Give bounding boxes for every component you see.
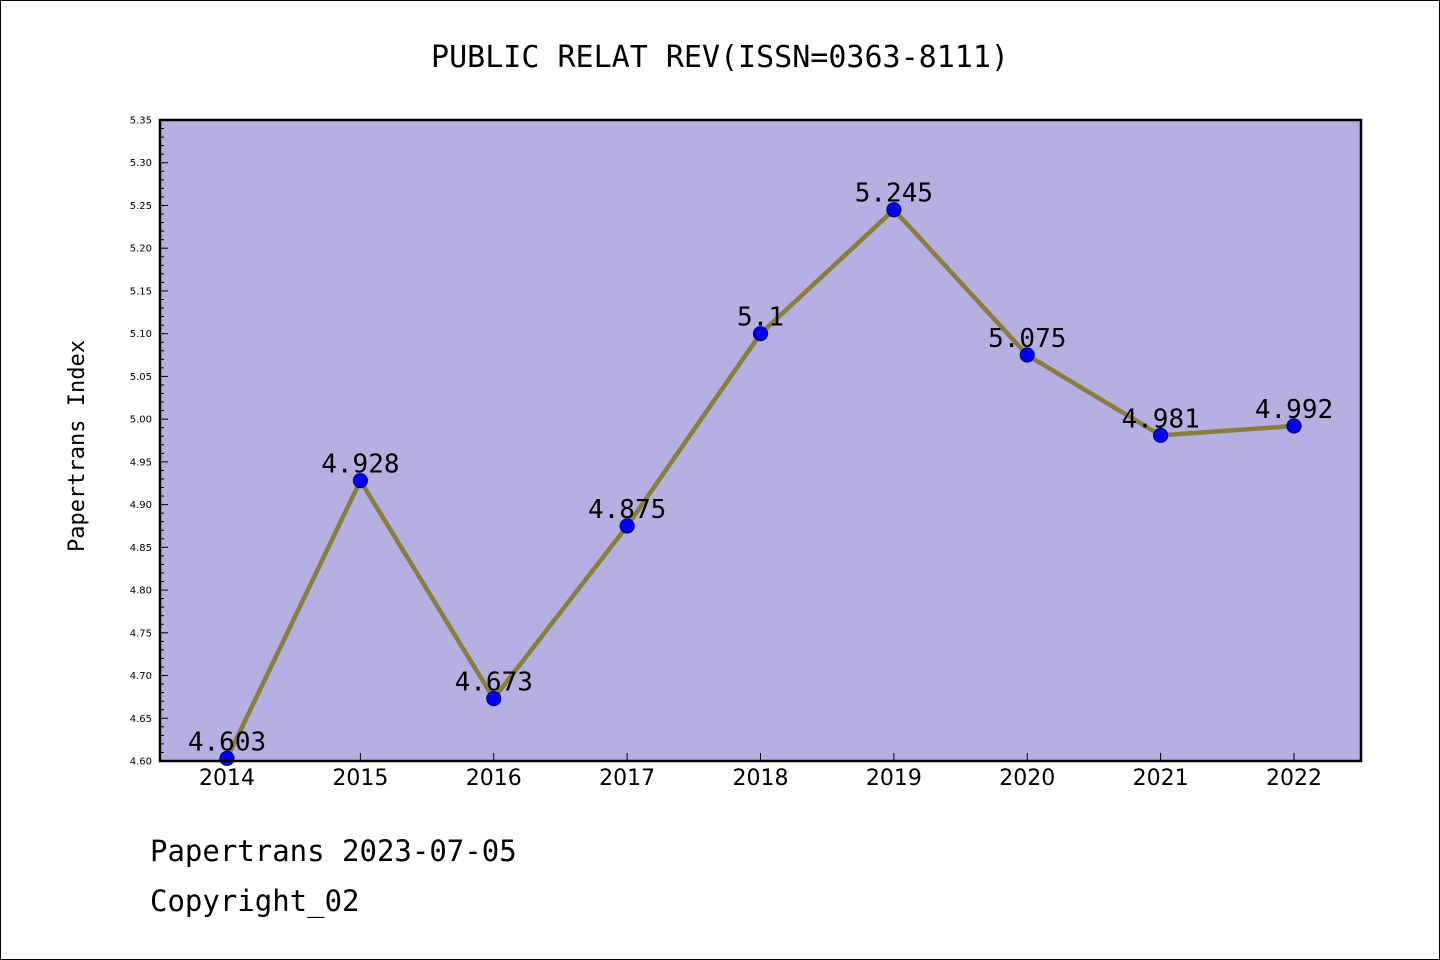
data-label: 5.245	[855, 179, 933, 209]
data-label: 4.603	[188, 727, 266, 757]
data-label-group: 4.603 4.928 4.673 4.875 5.1 5.245 5.075 4.981 4.…	[188, 179, 1333, 758]
footer-date: Papertrans 2023-07-05	[150, 834, 517, 868]
y-tick-label: 4.65	[130, 714, 152, 725]
chart-title: PUBLIC RELAT REV(ISSN=0363-8111)	[431, 40, 1009, 75]
data-label: 4.992	[1255, 395, 1333, 425]
x-tick-label: 2020	[999, 766, 1055, 791]
x-tick-label: 2022	[1266, 766, 1322, 791]
x-tick-label: 2017	[599, 766, 655, 791]
x-tick-label: 2021	[1133, 766, 1189, 791]
y-tick-label: 5.25	[130, 201, 152, 212]
y-tick-label: 5.10	[130, 329, 152, 340]
y-axis-label: Papertrans Index	[65, 340, 90, 552]
x-tick-label: 2019	[866, 766, 922, 791]
y-tick-label: 4.60	[130, 757, 152, 768]
x-tick-label: 2018	[733, 766, 789, 791]
y-tick-label: 5.30	[130, 158, 152, 169]
y-tick-label: 5.15	[130, 286, 152, 297]
x-tick-label: 2016	[466, 766, 522, 791]
plot-area	[160, 120, 1361, 761]
data-point	[1286, 418, 1302, 434]
data-label: 4.981	[1121, 404, 1199, 434]
data-label: 4.875	[588, 495, 666, 525]
y-tick-label: 5.00	[130, 415, 152, 426]
data-label: 5.075	[988, 324, 1066, 354]
y-tick-label: 5.05	[130, 372, 152, 383]
footer-copyright: Copyright_02	[150, 884, 360, 918]
y-tick-label: 4.90	[130, 500, 152, 511]
data-label: 5.1	[737, 303, 784, 333]
x-tick-label: 2015	[332, 766, 388, 791]
series-group	[219, 202, 1302, 767]
data-label: 4.673	[455, 668, 533, 698]
y-tick-label: 4.95	[130, 457, 152, 468]
data-point	[886, 202, 902, 218]
y-tick-label: 5.20	[130, 244, 152, 255]
data-point	[352, 473, 368, 489]
data-label: 4.928	[321, 450, 399, 480]
y-tick-label: 4.75	[130, 628, 152, 639]
plot-border	[158, 118, 1363, 763]
y-axis: 4.60 4.65 4.70 4.75 4.80 4.85 4.90 4.95 5.00 5.05…	[130, 116, 168, 768]
y-tick-label: 5.35	[130, 116, 152, 127]
data-point	[619, 518, 635, 534]
x-tick-label: 2014	[199, 766, 255, 791]
data-point	[1019, 347, 1035, 363]
x-axis: 2014 2015 2016 2017 2018 2019 2020 2021 2022	[199, 753, 1322, 791]
data-point	[486, 691, 502, 707]
y-tick-label: 4.70	[130, 671, 152, 682]
y-tick-label: 4.80	[130, 586, 152, 597]
data-point	[752, 326, 769, 342]
data-point	[1153, 427, 1169, 443]
y-tick-label: 4.85	[130, 543, 152, 554]
